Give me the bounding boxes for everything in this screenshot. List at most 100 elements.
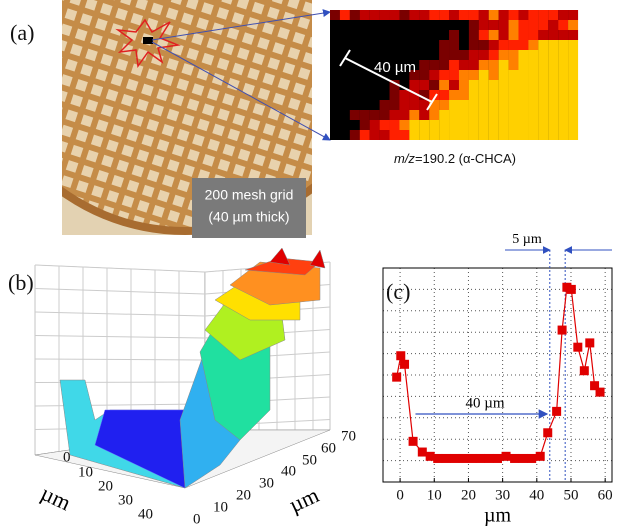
heat-cell [528,70,538,80]
heat-cell [558,110,568,120]
point [558,326,567,335]
scale-label: 40 µm [374,59,416,76]
heat-cell [538,120,548,130]
heat-cell [489,20,499,30]
heat-cell [518,20,528,30]
heat-cell [528,100,538,110]
heat-cell [528,30,538,40]
heat-cell [558,130,568,140]
heat-cell [548,40,558,50]
heat-cell [479,50,489,60]
x-tick-label: 30 [495,487,510,503]
mz-value: =190.2 (α-CHCA) [415,151,516,166]
heat-cell [330,10,340,20]
heat-cell [528,80,538,90]
heat-cell [429,10,439,20]
point [433,454,442,463]
heat-cell [429,80,439,90]
point [484,454,493,463]
annotation: 5 µm [512,232,542,247]
mz-label: m/z [394,151,415,166]
point [392,373,401,382]
point [580,366,589,375]
heat-cell [518,80,528,90]
heat-cell [439,80,449,90]
heat-cell [399,90,409,100]
heat-cell [558,120,568,130]
heat-cell [568,110,578,120]
heat-cell [558,60,568,70]
heat-cell [558,10,568,20]
heat-cell [419,10,429,20]
heat-cell [518,110,528,120]
heat-cell [509,100,519,110]
heat-cell [479,40,489,50]
heat-cell [528,110,538,120]
heat-cell [399,120,409,130]
heat-cell [509,30,519,40]
heat-cell [499,60,509,70]
heat-cell [459,10,469,20]
heat-cell [469,50,479,60]
heat-cell [409,110,419,120]
heat-cell [528,130,538,140]
heat-cell [538,40,548,50]
heat-cell [568,30,578,40]
heat-cell [449,80,459,90]
tick-label: 70 [341,428,356,444]
heat-cell [509,40,519,50]
heat-cell [568,80,578,90]
surface-face [310,250,325,268]
heat-cell [568,40,578,50]
heat-cell [518,30,528,40]
heat-cell [399,10,409,20]
heat-cell [370,10,380,20]
heat-cell [568,50,578,60]
heat-cell [548,110,558,120]
heat-cell [528,120,538,130]
heat-cell [568,130,578,140]
point [510,454,519,463]
heat-cell [439,130,449,140]
heat-cell [479,80,489,90]
point [567,285,576,294]
heat-cell [419,60,429,70]
heat-cell [380,120,390,130]
heat-cell [568,120,578,130]
heat-cell [469,110,479,120]
x-tick-label: 40 [529,487,544,503]
heat-cell [419,110,429,120]
heat-cell [469,60,479,70]
heat-cell [479,90,489,100]
heat-cell [469,30,479,40]
plot-frame [383,268,612,482]
panel-label: (b) [8,270,34,295]
heat-cell [429,130,439,140]
point [493,454,502,463]
x-tick-label: 10 [427,487,442,503]
heat-cell [518,10,528,20]
heat-cell [489,70,499,80]
heat-cell [499,20,509,30]
tick-label: 30 [118,492,133,508]
heat-cell [509,50,519,60]
heat-cell [499,40,509,50]
tick-label: 0 [193,511,201,527]
heat-cell [528,40,538,50]
heat-cell [350,10,360,20]
point [536,452,545,461]
heat-cell [499,110,509,120]
heat-cell [390,10,400,20]
heat-cell [479,20,489,30]
point [459,454,468,463]
heat-cell [350,110,360,120]
heat-cell [499,70,509,80]
point [596,388,605,397]
heat-cell [479,70,489,80]
heat-cell [449,10,459,20]
heat-cell [489,130,499,140]
heat-cell [439,10,449,20]
heat-cell [370,130,380,140]
heat-cell [429,60,439,70]
heat-cell [459,110,469,120]
